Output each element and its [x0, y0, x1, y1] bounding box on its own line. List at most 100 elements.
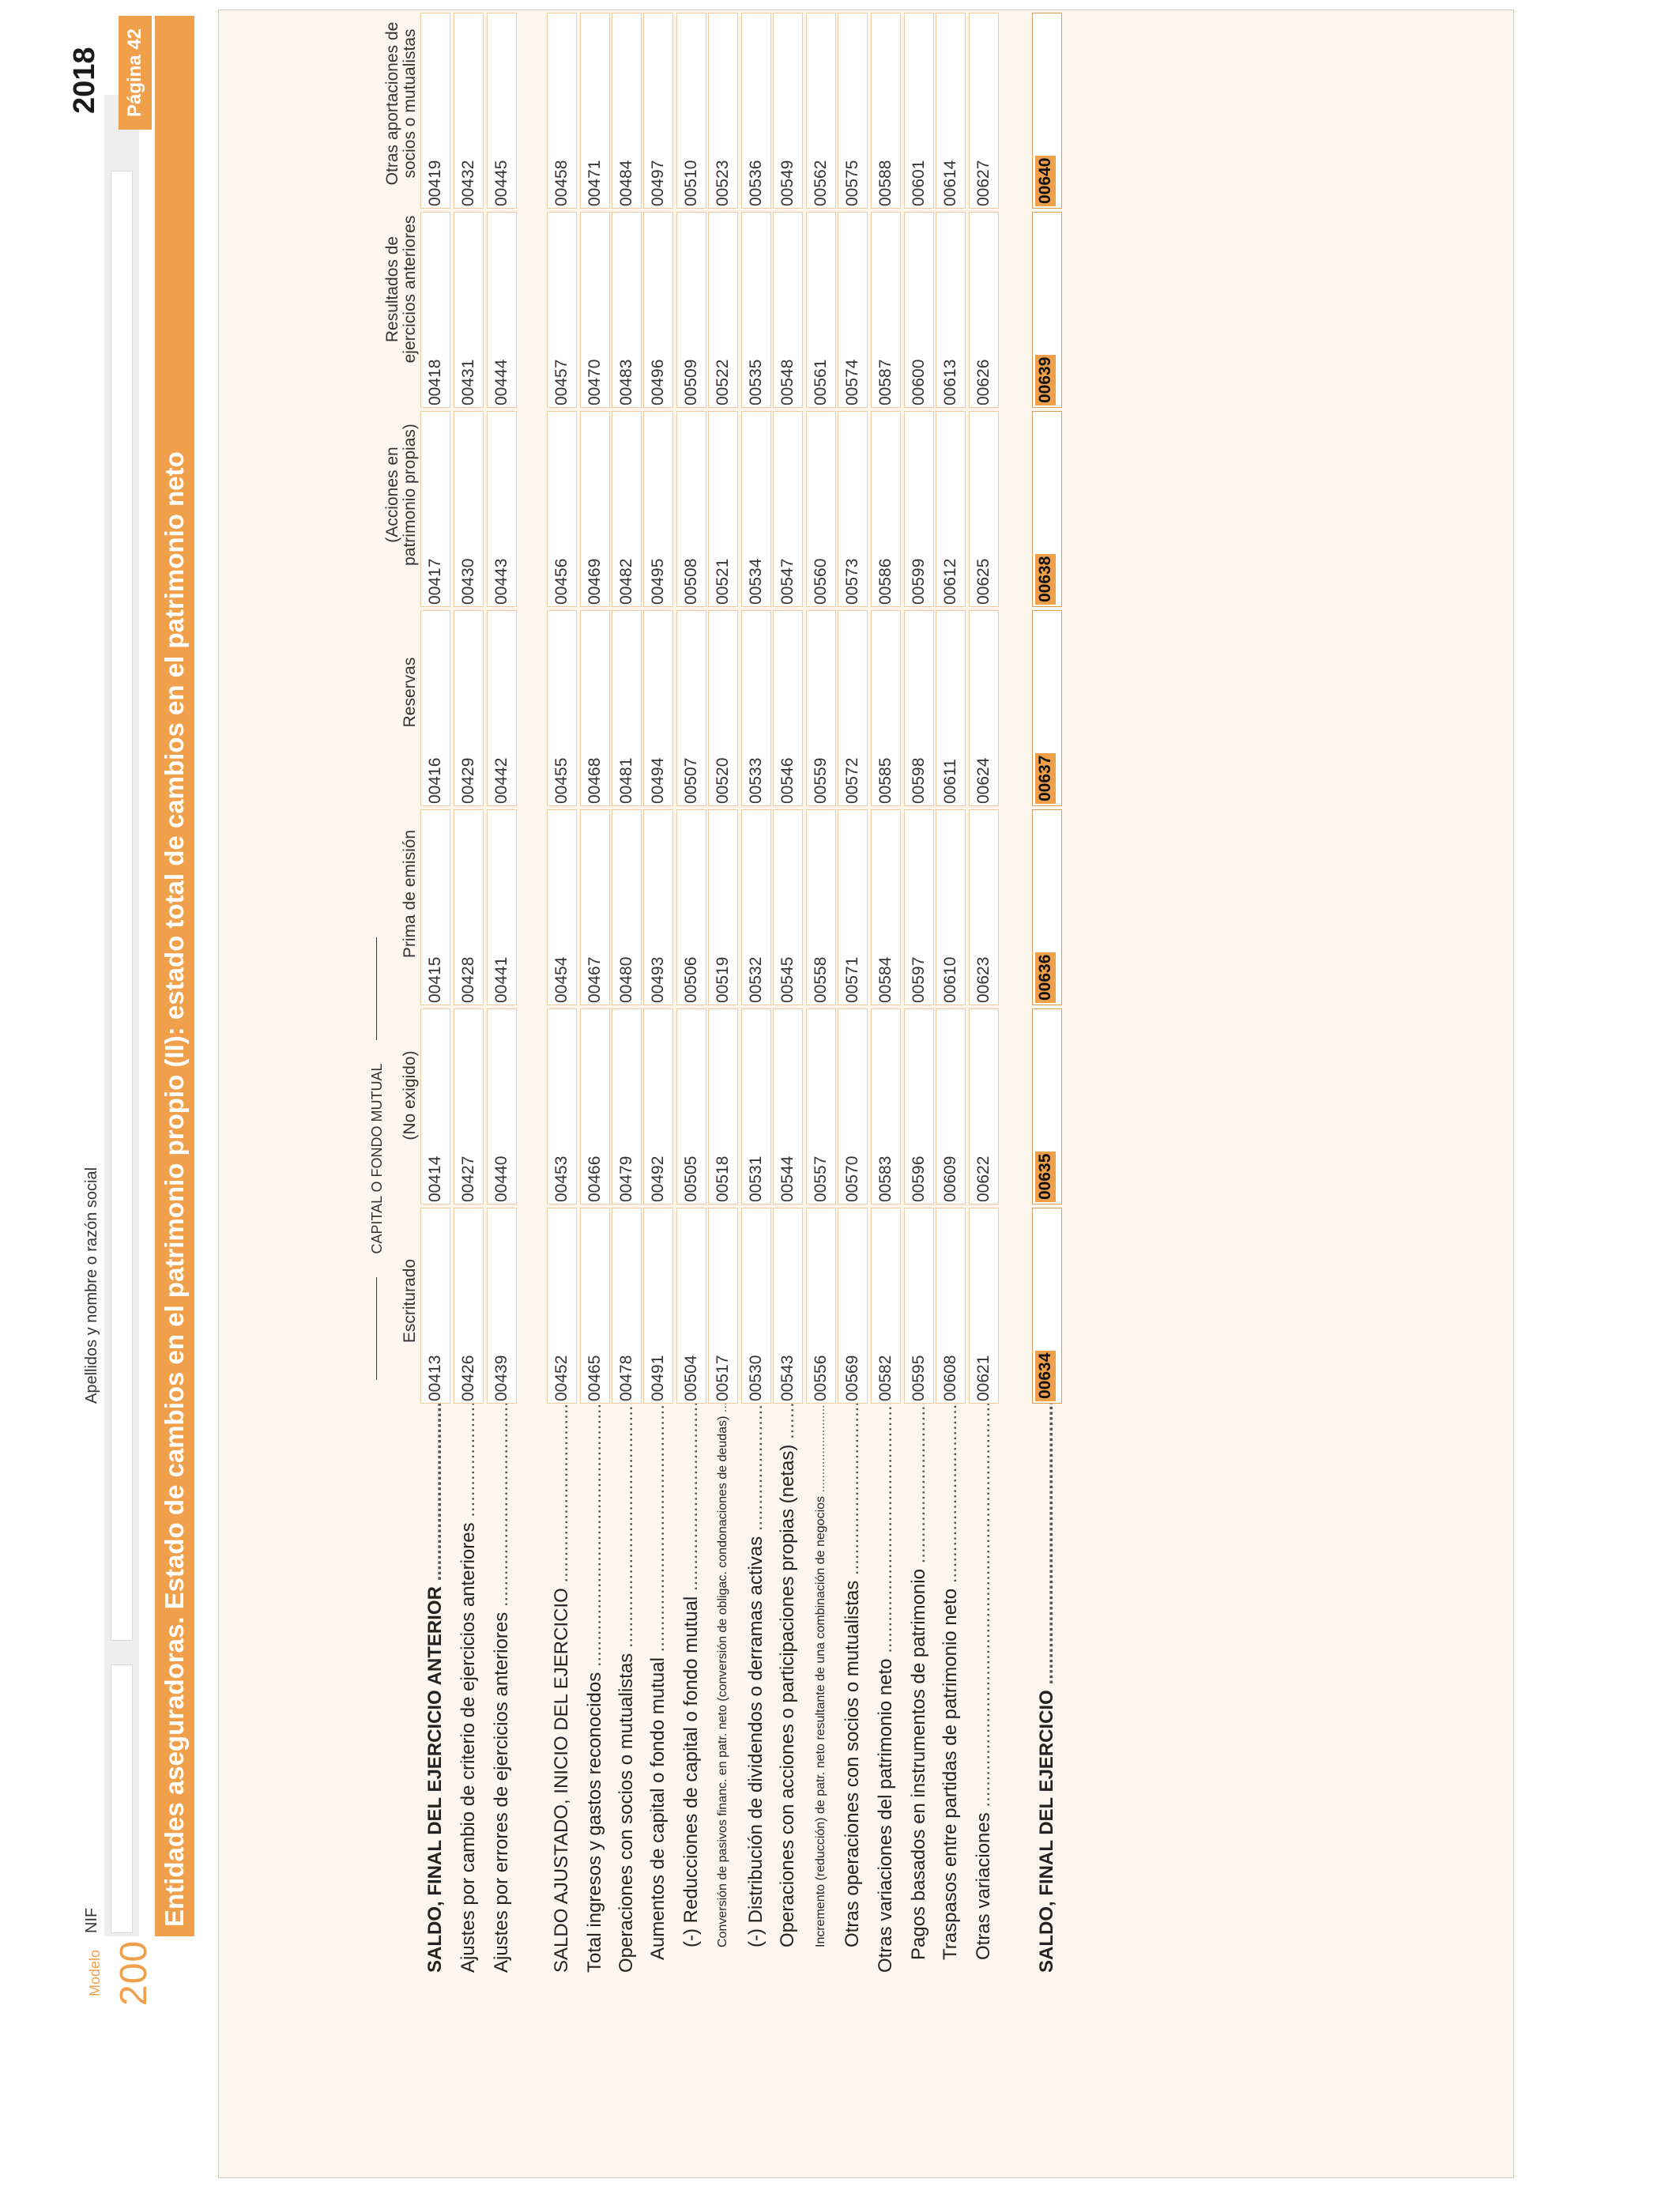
amount-cell[interactable]: 00635 — [1032, 1008, 1062, 1204]
amount-cell[interactable]: 00480 — [612, 809, 642, 1005]
amount-cell[interactable]: 00505 — [676, 1008, 706, 1204]
amount-cell[interactable]: 00549 — [773, 13, 803, 209]
amount-cell[interactable]: 00623 — [969, 809, 999, 1005]
amount-cell[interactable]: 00584 — [871, 809, 901, 1005]
amount-cell[interactable]: 00626 — [969, 212, 999, 408]
amount-cell[interactable]: 00493 — [643, 809, 673, 1005]
amount-cell[interactable]: 00625 — [969, 411, 999, 607]
amount-cell[interactable]: 00468 — [580, 610, 610, 806]
amount-cell[interactable]: 00454 — [547, 809, 577, 1005]
amount-cell[interactable]: 00585 — [871, 610, 901, 806]
amount-cell[interactable]: 00627 — [969, 13, 999, 209]
amount-cell[interactable]: 00426 — [454, 1208, 484, 1404]
amount-cell[interactable]: 00431 — [454, 212, 484, 408]
amount-cell[interactable]: 00483 — [612, 212, 642, 408]
amount-cell[interactable]: 00506 — [676, 809, 706, 1005]
amount-cell[interactable]: 00442 — [487, 610, 517, 806]
amount-cell[interactable]: 00636 — [1032, 809, 1062, 1005]
amount-cell[interactable]: 00471 — [580, 13, 610, 209]
amount-cell[interactable]: 00507 — [676, 610, 706, 806]
amount-cell[interactable]: 00432 — [454, 13, 484, 209]
amount-cell[interactable]: 00509 — [676, 212, 706, 408]
amount-cell[interactable]: 00481 — [612, 610, 642, 806]
amount-cell[interactable]: 00548 — [773, 212, 803, 408]
amount-cell[interactable]: 00622 — [969, 1008, 999, 1204]
amount-cell[interactable]: 00445 — [487, 13, 517, 209]
amount-cell[interactable]: 00558 — [806, 809, 836, 1005]
amount-cell[interactable]: 00610 — [936, 809, 966, 1005]
amount-cell[interactable]: 00624 — [969, 610, 999, 806]
amount-cell[interactable]: 00452 — [547, 1208, 577, 1404]
nif-field[interactable] — [111, 1664, 133, 1933]
amount-cell[interactable]: 00492 — [643, 1008, 673, 1204]
amount-cell[interactable]: 00599 — [904, 411, 934, 607]
amount-cell[interactable]: 00520 — [708, 610, 738, 806]
amount-cell[interactable]: 00601 — [904, 13, 934, 209]
amount-cell[interactable]: 00478 — [612, 1208, 642, 1404]
amount-cell[interactable]: 00414 — [420, 1008, 450, 1204]
amount-cell[interactable]: 00573 — [838, 411, 868, 607]
amount-cell[interactable]: 00597 — [904, 809, 934, 1005]
amount-cell[interactable]: 00467 — [580, 809, 610, 1005]
amount-cell[interactable]: 00561 — [806, 212, 836, 408]
amount-cell[interactable]: 00596 — [904, 1008, 934, 1204]
amount-cell[interactable]: 00523 — [708, 13, 738, 209]
amount-cell[interactable]: 00637 — [1032, 610, 1062, 806]
amount-cell[interactable]: 00466 — [580, 1008, 610, 1204]
amount-cell[interactable]: 00545 — [773, 809, 803, 1005]
amount-cell[interactable]: 00441 — [487, 809, 517, 1005]
amount-cell[interactable]: 00497 — [643, 13, 673, 209]
amount-cell[interactable]: 00544 — [773, 1008, 803, 1204]
amount-cell[interactable]: 00614 — [936, 13, 966, 209]
amount-cell[interactable]: 00533 — [741, 610, 771, 806]
name-field[interactable] — [111, 171, 133, 1641]
amount-cell[interactable]: 00504 — [676, 1208, 706, 1404]
amount-cell[interactable]: 00522 — [708, 212, 738, 408]
amount-cell[interactable]: 00547 — [773, 411, 803, 607]
amount-cell[interactable]: 00534 — [741, 411, 771, 607]
amount-cell[interactable]: 00613 — [936, 212, 966, 408]
amount-cell[interactable]: 00479 — [612, 1008, 642, 1204]
amount-cell[interactable]: 00428 — [454, 809, 484, 1005]
amount-cell[interactable]: 00413 — [420, 1208, 450, 1404]
amount-cell[interactable]: 00470 — [580, 212, 610, 408]
amount-cell[interactable]: 00521 — [708, 411, 738, 607]
amount-cell[interactable]: 00439 — [487, 1208, 517, 1404]
amount-cell[interactable]: 00608 — [936, 1208, 966, 1404]
amount-cell[interactable]: 00639 — [1032, 212, 1062, 408]
amount-cell[interactable]: 00469 — [580, 411, 610, 607]
amount-cell[interactable]: 00440 — [487, 1008, 517, 1204]
amount-cell[interactable]: 00582 — [871, 1208, 901, 1404]
amount-cell[interactable]: 00587 — [871, 212, 901, 408]
amount-cell[interactable]: 00556 — [806, 1208, 836, 1404]
amount-cell[interactable]: 00543 — [773, 1208, 803, 1404]
amount-cell[interactable]: 00536 — [741, 13, 771, 209]
amount-cell[interactable]: 00456 — [547, 411, 577, 607]
amount-cell[interactable]: 00429 — [454, 610, 484, 806]
amount-cell[interactable]: 00569 — [838, 1208, 868, 1404]
amount-cell[interactable]: 00640 — [1032, 13, 1062, 209]
amount-cell[interactable]: 00496 — [643, 212, 673, 408]
amount-cell[interactable]: 00562 — [806, 13, 836, 209]
amount-cell[interactable]: 00508 — [676, 411, 706, 607]
amount-cell[interactable]: 00530 — [741, 1208, 771, 1404]
amount-cell[interactable]: 00518 — [708, 1008, 738, 1204]
amount-cell[interactable]: 00575 — [838, 13, 868, 209]
amount-cell[interactable]: 00443 — [487, 411, 517, 607]
amount-cell[interactable]: 00535 — [741, 212, 771, 408]
amount-cell[interactable]: 00484 — [612, 13, 642, 209]
amount-cell[interactable]: 00588 — [871, 13, 901, 209]
amount-cell[interactable]: 00430 — [454, 411, 484, 607]
amount-cell[interactable]: 00586 — [871, 411, 901, 607]
amount-cell[interactable]: 00417 — [420, 411, 450, 607]
amount-cell[interactable]: 00453 — [547, 1008, 577, 1204]
amount-cell[interactable]: 00572 — [838, 610, 868, 806]
amount-cell[interactable]: 00570 — [838, 1008, 868, 1204]
amount-cell[interactable]: 00546 — [773, 610, 803, 806]
amount-cell[interactable]: 00598 — [904, 610, 934, 806]
amount-cell[interactable]: 00418 — [420, 212, 450, 408]
amount-cell[interactable]: 00482 — [612, 411, 642, 607]
amount-cell[interactable]: 00457 — [547, 212, 577, 408]
amount-cell[interactable]: 00416 — [420, 610, 450, 806]
amount-cell[interactable]: 00560 — [806, 411, 836, 607]
